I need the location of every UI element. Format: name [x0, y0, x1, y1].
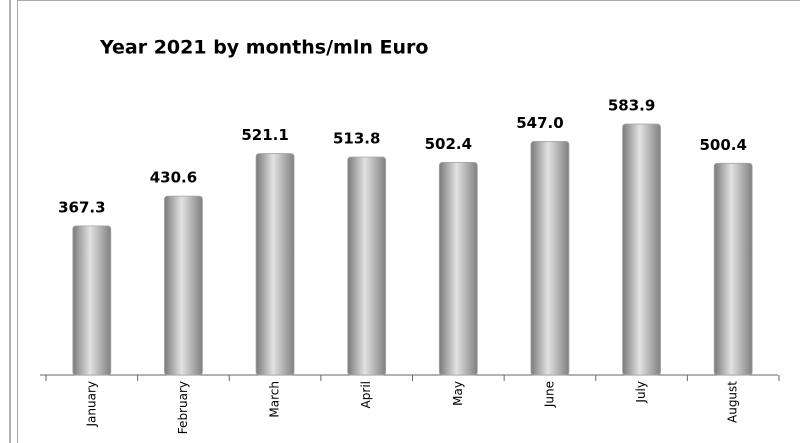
- value-label: 521.1: [241, 126, 288, 144]
- value-label: 583.9: [608, 97, 655, 115]
- bar: [438, 161, 478, 376]
- bar: [72, 225, 112, 376]
- bar: [164, 195, 203, 376]
- x-tick-label: June: [542, 381, 556, 408]
- x-tick-label: April: [359, 381, 373, 408]
- bar: [713, 162, 753, 376]
- x-tick-label: March: [268, 381, 282, 418]
- value-label: 367.3: [58, 198, 105, 216]
- bar: [530, 141, 570, 376]
- x-tick-label: July: [634, 381, 648, 404]
- bar: [622, 123, 661, 376]
- value-label: 502.4: [425, 135, 472, 153]
- value-label: 513.8: [333, 130, 380, 148]
- x-tick-label: August: [726, 381, 740, 423]
- chart-frame: [17, 0, 800, 443]
- x-tick-label: January: [84, 381, 98, 428]
- chart-title: Year 2021 by months/mln Euro: [99, 37, 428, 59]
- value-label: 430.6: [150, 169, 197, 187]
- x-tick-label: February: [176, 381, 190, 434]
- value-label: 500.4: [699, 136, 746, 154]
- x-tick-label: May: [451, 381, 465, 406]
- bar: [255, 153, 295, 376]
- value-label: 547.0: [516, 114, 563, 132]
- bar: [347, 156, 387, 376]
